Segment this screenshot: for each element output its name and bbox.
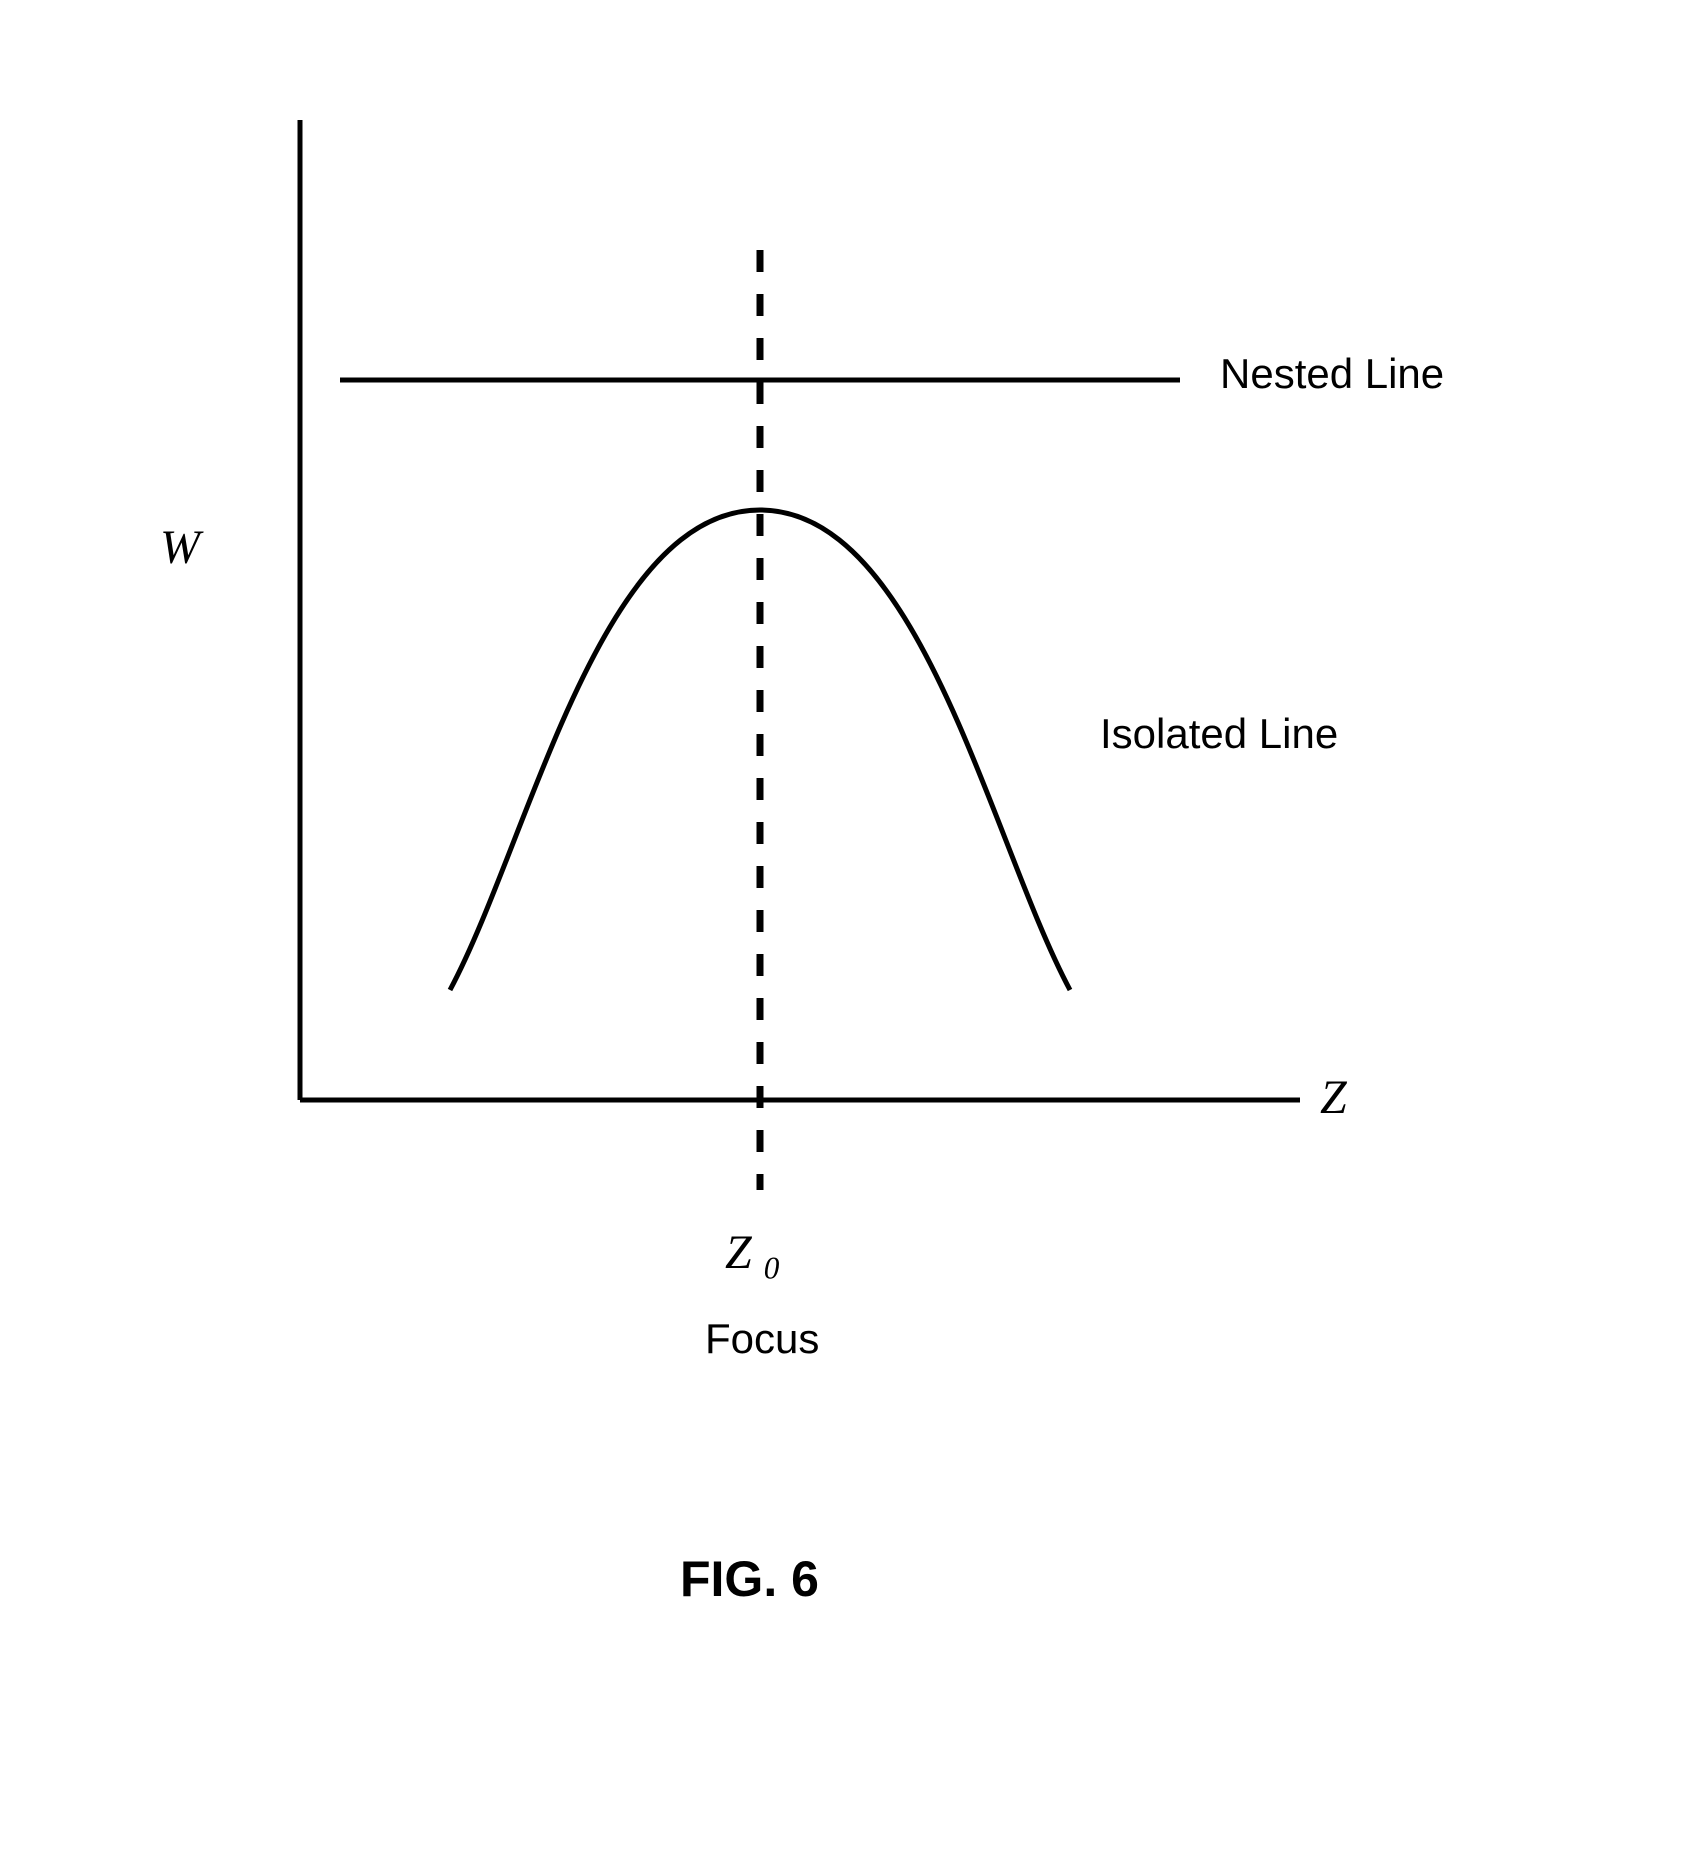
- isolated-line-label: Isolated Line: [1100, 710, 1338, 758]
- figure-6: W Z Z 0 Focus Nested Line Isolated Line …: [150, 120, 1532, 1620]
- z0-z: Z: [725, 1226, 752, 1279]
- y-axis-label: W: [160, 520, 200, 575]
- figure-caption: FIG. 6: [680, 1550, 819, 1608]
- focus-label: Focus: [705, 1315, 819, 1363]
- chart-svg: [150, 120, 1532, 1620]
- x-axis-label: Z: [1320, 1070, 1347, 1125]
- z0-sub: 0: [764, 1251, 780, 1286]
- nested-line-label: Nested Line: [1220, 350, 1444, 398]
- z0-label: Z 0: [725, 1225, 779, 1287]
